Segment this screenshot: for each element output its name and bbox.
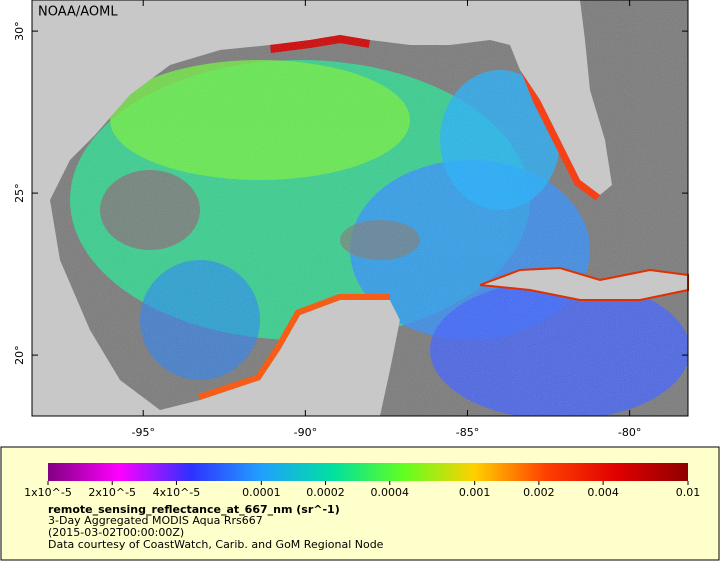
colorbar-tick-label: 0.002 — [523, 486, 555, 499]
colorbar-tick-label: 0.0004 — [371, 486, 410, 499]
attribution: NOAA/AOML — [38, 5, 118, 20]
colorbar-tick-label: 0.0002 — [306, 486, 345, 499]
caption-line: Data courtesy of CoastWatch, Carib. and … — [48, 538, 384, 551]
x-tick-label: -95° — [131, 426, 154, 439]
variable-name: remote_sensing_reflectance_at_667_nm (sr… — [48, 503, 340, 516]
colorbar-tick-label: 1x10^-5 — [24, 486, 72, 499]
caption-line: (2015-03-02T00:00:00Z) — [48, 526, 184, 539]
caption-line: 3-Day Aggregated MODIS Aqua Rrs667 — [48, 514, 263, 527]
y-tick-label: 20° — [13, 345, 26, 365]
x-tick-label: -85° — [456, 426, 479, 439]
x-tick-label: -80° — [618, 426, 641, 439]
colorbar — [48, 463, 688, 481]
colorbar-tick-label: 2x10^-5 — [88, 486, 136, 499]
colorbar-ticks: 1x10^-5 2x10^-5 4x10^-5 0.0001 0.0002 0.0004 0… — [24, 481, 700, 499]
colorbar-tick-label: 0.004 — [587, 486, 619, 499]
map-frame — [31, 0, 689, 417]
map-ticks: -95° -90° -85° -80° 30° 25° 20° — [13, 0, 688, 439]
colorbar-tick-label: 0.0001 — [242, 486, 281, 499]
y-tick-label: 30° — [13, 21, 26, 41]
x-tick-label: -90° — [294, 426, 317, 439]
colorbar-tick-label: 4x10^-5 — [153, 486, 201, 499]
y-tick-label: 25° — [13, 183, 26, 203]
colorbar-tick-label: 0.001 — [459, 486, 491, 499]
colorbar-tick-label: 0.01 — [676, 486, 701, 499]
